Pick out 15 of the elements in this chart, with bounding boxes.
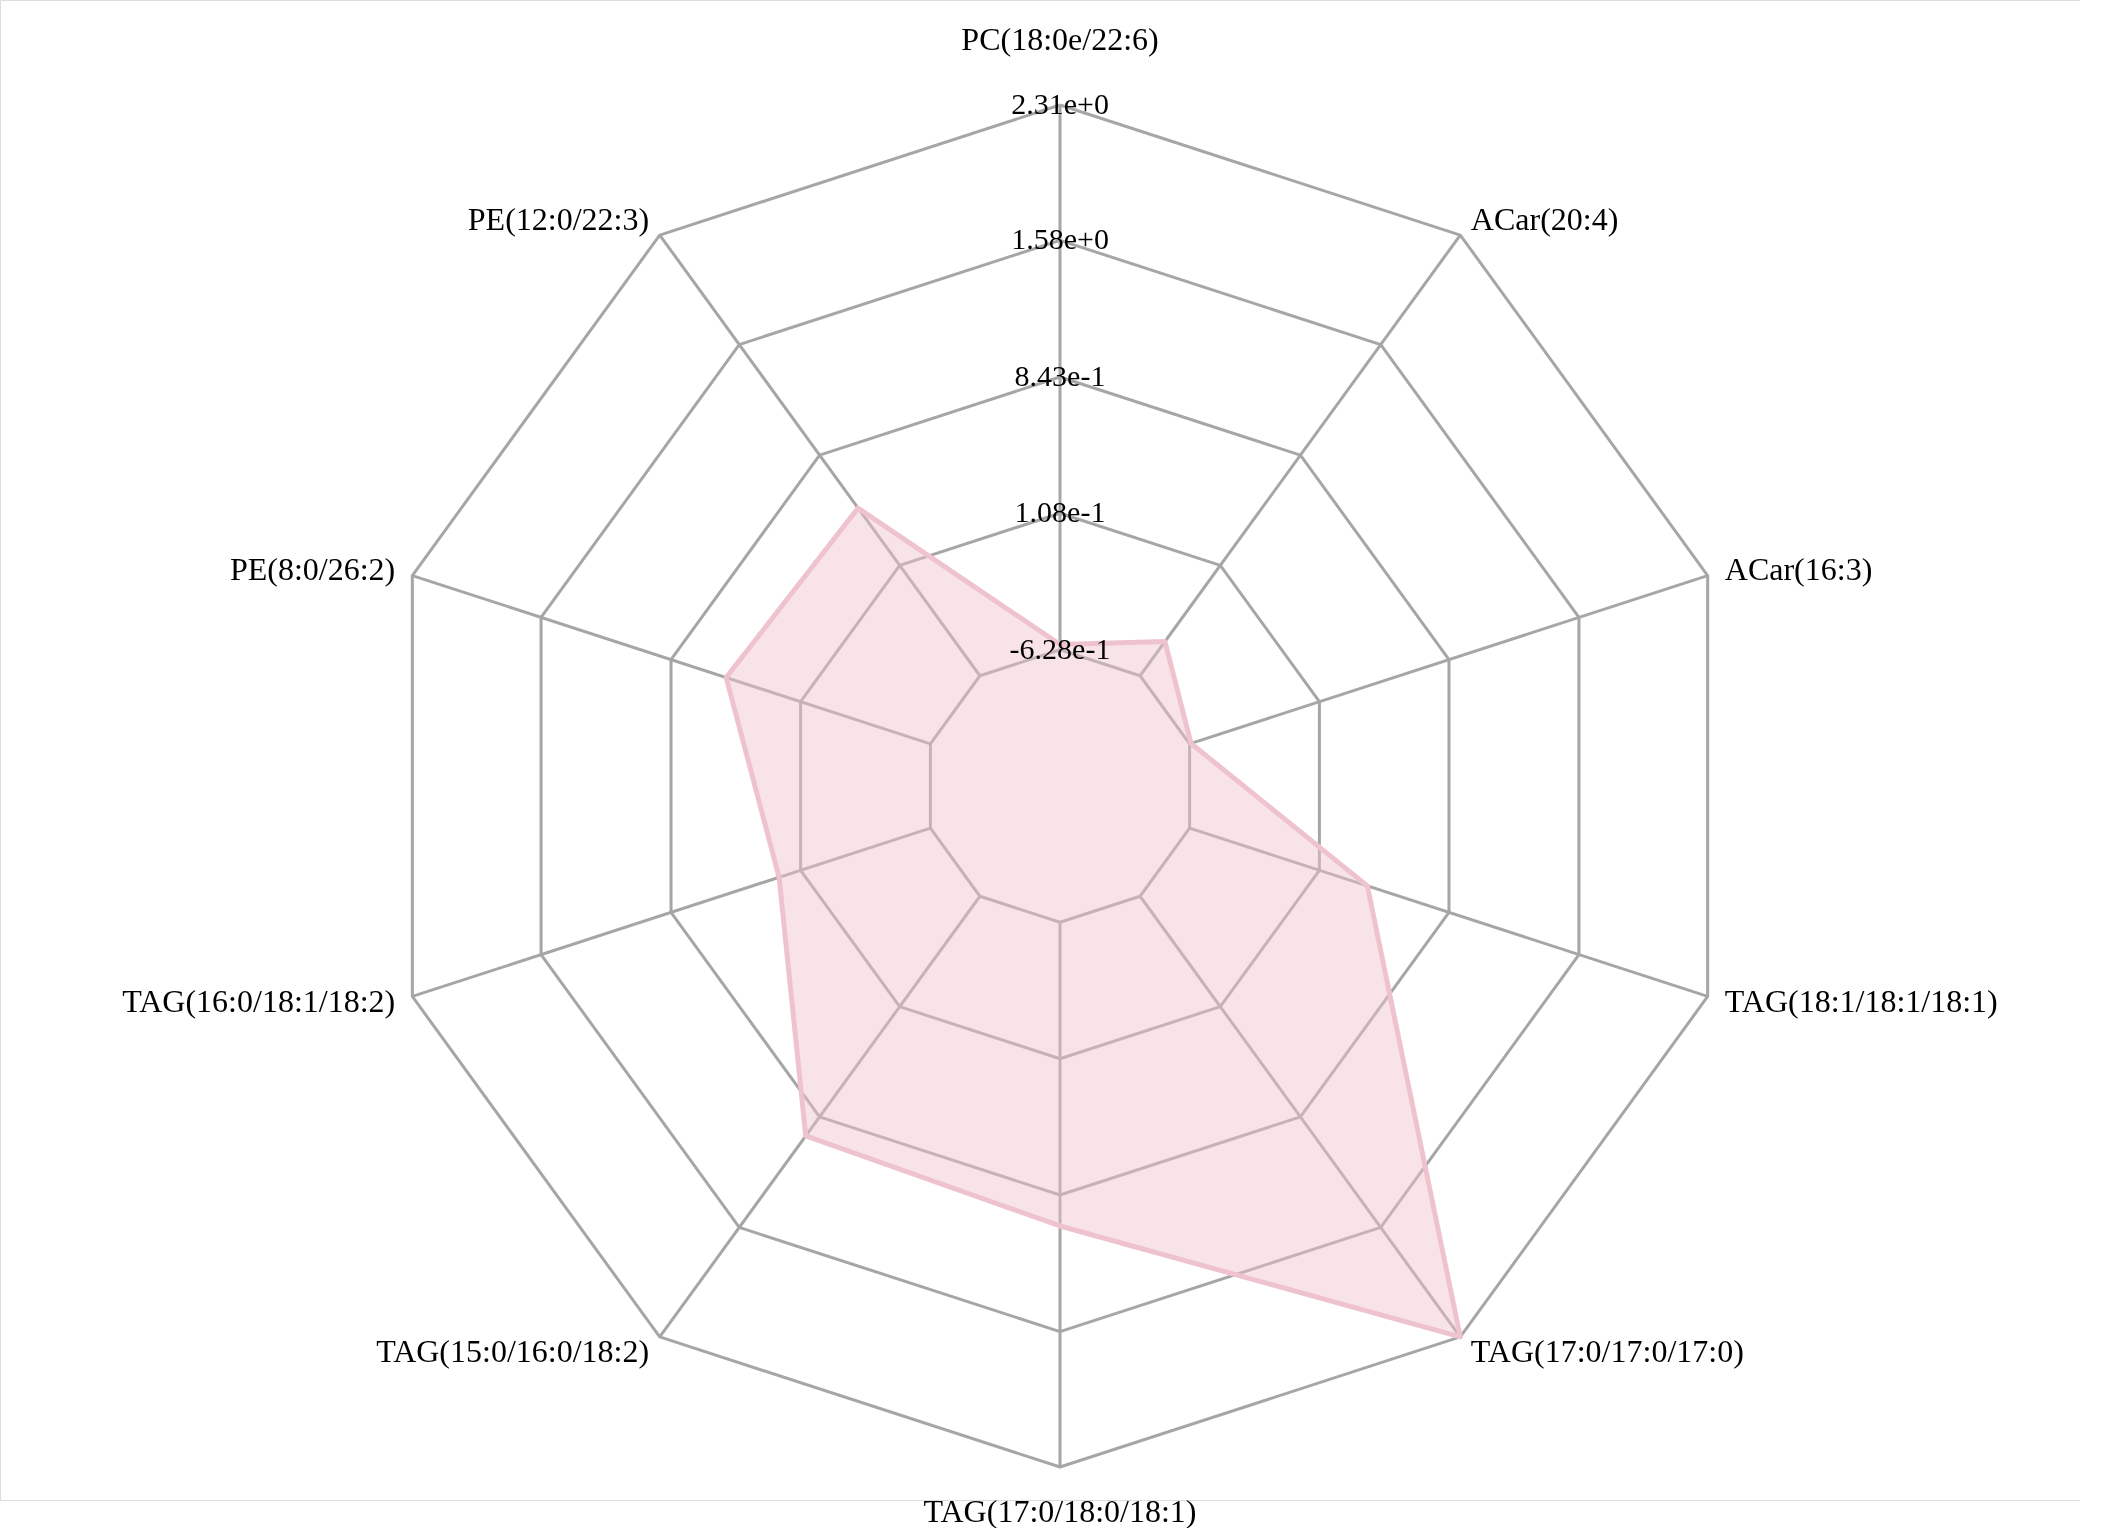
spoke-label: PE(12:0/22:3) xyxy=(467,201,650,238)
spoke-label: PC(18:0e/22:6) xyxy=(961,21,1159,57)
y-tick-label: 1.08e-1 xyxy=(1014,495,1106,529)
y-tick-label: 1.58e+0 xyxy=(1011,222,1109,256)
spoke-label: TAG(15:0/16:0/18:2) xyxy=(376,1332,650,1369)
y-tick-label: 2.31e+0 xyxy=(1011,87,1109,120)
y-tick-label: -6.28e-1 xyxy=(1009,631,1111,665)
spoke-label: TAG(17:0/17:0/17:0) xyxy=(1470,1332,1744,1369)
spoke-label: TAG(18:1/18:1/18:1) xyxy=(1724,983,1998,1019)
spoke-label: PE(8:0/26:2) xyxy=(229,551,396,587)
spoke-label: ACar(16:3) xyxy=(1724,551,1873,587)
spoke-label: TAG(17:0/18:0/18:1) xyxy=(923,1493,1197,1529)
spoke-label: ACar(20:4) xyxy=(1470,201,1619,238)
y-tick-label: 8.43e-1 xyxy=(1014,358,1106,392)
spoke-label: TAG(16:0/18:1/18:2) xyxy=(122,983,396,1019)
